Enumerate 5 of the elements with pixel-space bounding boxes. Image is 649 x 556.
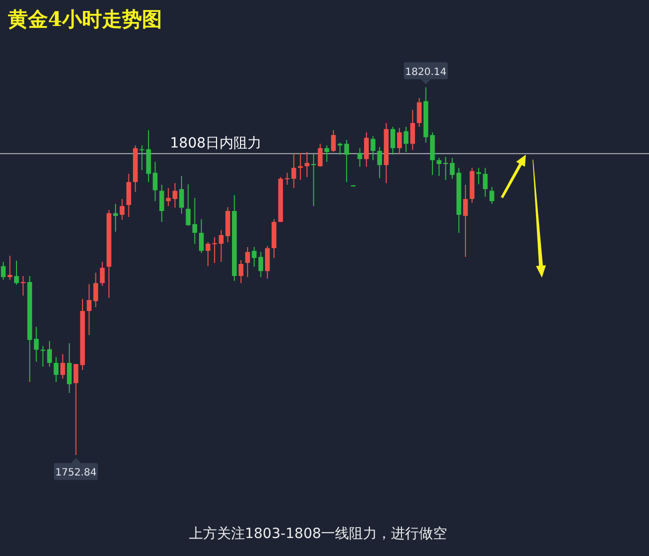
annotation: 1752.84 xyxy=(55,468,97,478)
chart-title: 黄金4小时走势图 xyxy=(7,7,162,31)
ref-line-label: 1808日内阻力 xyxy=(170,136,262,152)
text: 上方关注1803-1808一线阻力，进行做空 xyxy=(188,526,448,542)
annotation: 1820.14 xyxy=(405,66,447,78)
